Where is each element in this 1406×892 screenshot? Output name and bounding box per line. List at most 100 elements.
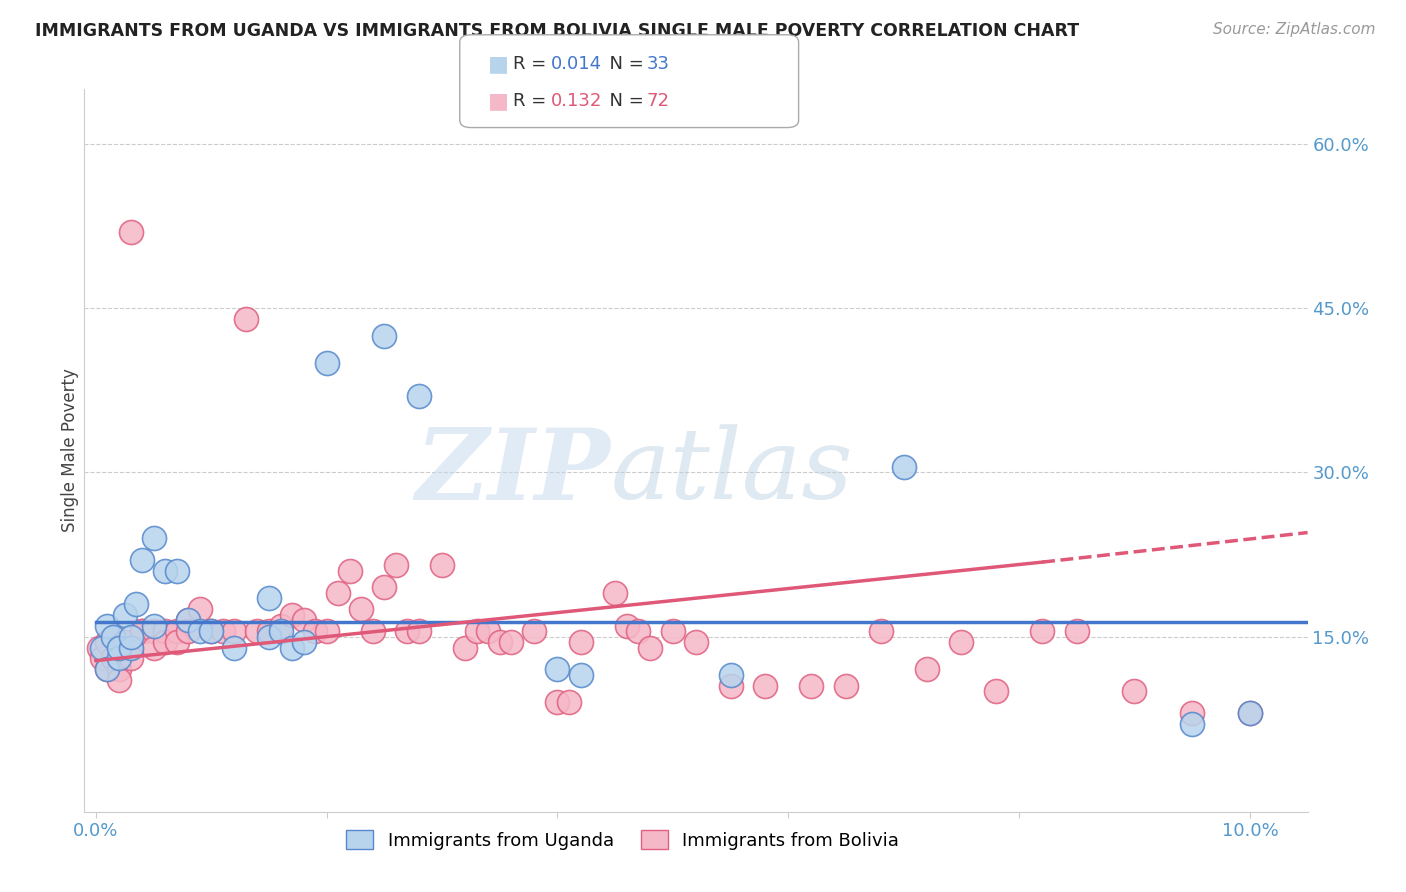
- Text: N =: N =: [598, 92, 650, 110]
- Point: [153, 624, 176, 639]
- Point: [142, 640, 165, 655]
- Text: 72: 72: [647, 92, 669, 110]
- Point: [569, 635, 592, 649]
- Point: [96, 618, 118, 632]
- Point: [211, 624, 233, 639]
- Point: [835, 679, 858, 693]
- Point: [984, 684, 1007, 698]
- Point: [131, 624, 153, 639]
- Point: [281, 607, 304, 622]
- Point: [120, 225, 142, 239]
- Legend: Immigrants from Uganda, Immigrants from Bolivia: Immigrants from Uganda, Immigrants from …: [339, 823, 907, 857]
- Point: [125, 597, 148, 611]
- Point: [96, 662, 118, 676]
- Point: [177, 613, 200, 627]
- Point: [315, 624, 337, 639]
- Point: [96, 662, 118, 676]
- Point: [281, 640, 304, 655]
- Point: [627, 624, 650, 639]
- Point: [408, 624, 430, 639]
- Text: Source: ZipAtlas.com: Source: ZipAtlas.com: [1212, 22, 1375, 37]
- Point: [915, 662, 938, 676]
- Point: [869, 624, 891, 639]
- Point: [501, 635, 523, 649]
- Text: ■: ■: [488, 91, 509, 111]
- Point: [89, 640, 111, 655]
- Point: [304, 624, 326, 639]
- Point: [1031, 624, 1053, 639]
- Point: [292, 613, 315, 627]
- Point: [108, 662, 131, 676]
- Point: [569, 668, 592, 682]
- Point: [315, 356, 337, 370]
- Point: [396, 624, 419, 639]
- Point: [120, 640, 142, 655]
- Point: [142, 531, 165, 545]
- Point: [373, 328, 395, 343]
- Point: [103, 651, 125, 665]
- Point: [523, 624, 546, 639]
- Point: [547, 695, 569, 709]
- Text: IMMIGRANTS FROM UGANDA VS IMMIGRANTS FROM BOLIVIA SINGLE MALE POVERTY CORRELATIO: IMMIGRANTS FROM UGANDA VS IMMIGRANTS FRO…: [35, 22, 1080, 40]
- Point: [1066, 624, 1088, 639]
- Point: [257, 624, 280, 639]
- Point: [350, 602, 373, 616]
- Point: [605, 586, 627, 600]
- Point: [638, 640, 661, 655]
- Text: 0.132: 0.132: [551, 92, 603, 110]
- Point: [235, 312, 257, 326]
- Point: [1239, 706, 1261, 721]
- Point: [120, 651, 142, 665]
- Point: [430, 558, 453, 573]
- Point: [120, 640, 142, 655]
- Text: 0.014: 0.014: [551, 55, 602, 73]
- Point: [188, 624, 211, 639]
- Point: [339, 564, 361, 578]
- Text: R =: R =: [513, 92, 553, 110]
- Point: [177, 613, 200, 627]
- Text: 33: 33: [647, 55, 669, 73]
- Point: [488, 635, 510, 649]
- Point: [720, 679, 742, 693]
- Point: [454, 640, 477, 655]
- Point: [662, 624, 685, 639]
- Point: [200, 624, 222, 639]
- Point: [224, 624, 246, 639]
- Text: N =: N =: [598, 55, 650, 73]
- Point: [616, 618, 638, 632]
- Point: [90, 640, 112, 655]
- Point: [142, 624, 165, 639]
- Point: [1239, 706, 1261, 721]
- Point: [114, 635, 136, 649]
- Point: [270, 624, 292, 639]
- Point: [108, 640, 131, 655]
- Point: [292, 635, 315, 649]
- Point: [328, 586, 350, 600]
- Point: [108, 673, 131, 688]
- Point: [893, 459, 915, 474]
- Point: [96, 635, 118, 649]
- Y-axis label: Single Male Poverty: Single Male Poverty: [60, 368, 79, 533]
- Point: [385, 558, 408, 573]
- Point: [153, 635, 176, 649]
- Point: [465, 624, 488, 639]
- Point: [477, 624, 499, 639]
- Point: [120, 630, 142, 644]
- Text: R =: R =: [513, 55, 553, 73]
- Point: [166, 635, 188, 649]
- Point: [142, 618, 165, 632]
- Text: ■: ■: [488, 54, 509, 74]
- Point: [188, 602, 211, 616]
- Point: [800, 679, 823, 693]
- Point: [270, 618, 292, 632]
- Point: [950, 635, 973, 649]
- Point: [103, 630, 125, 644]
- Text: ZIP: ZIP: [415, 424, 610, 520]
- Point: [177, 624, 200, 639]
- Point: [373, 580, 395, 594]
- Text: atlas: atlas: [610, 425, 853, 520]
- Point: [246, 624, 269, 639]
- Point: [114, 607, 136, 622]
- Point: [166, 624, 188, 639]
- Point: [361, 624, 384, 639]
